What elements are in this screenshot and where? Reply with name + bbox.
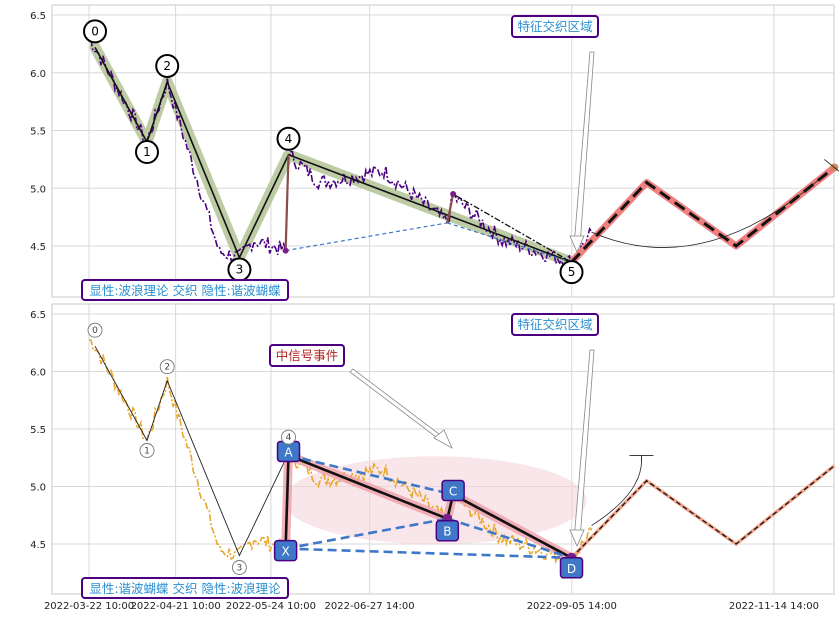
wave-label-text: 0	[92, 326, 98, 336]
harmonic-point-box	[273, 539, 298, 562]
wave-label-text: 0	[91, 24, 99, 38]
top-feature-label: 特征交织区域	[517, 19, 592, 34]
wave-label-text: 4	[286, 433, 292, 443]
wave-label-text: 1	[144, 447, 150, 457]
harmonic-leg	[452, 493, 573, 559]
y-tick-label: 4.5	[30, 242, 46, 253]
wave-label-circle	[155, 53, 180, 78]
harmonic-point-box	[441, 479, 465, 502]
bottom-marks: X A B C D	[273, 440, 836, 579]
wave-label-circle	[83, 19, 108, 44]
harmonic-point-label: X	[281, 545, 289, 559]
harmonic-leg	[284, 455, 290, 549]
harmonic-xa	[284, 154, 290, 251]
top-panel: 4.5 5.0 5.5 6.0 6.5 0 1 2 3 4 5	[30, 4, 839, 298]
wave-line	[94, 345, 289, 557]
wave-label-text: 2	[164, 363, 170, 373]
harmonic-dot	[282, 247, 289, 254]
harmonic-point-box	[435, 519, 460, 542]
signal-event-label: 中信号事件	[276, 348, 339, 363]
wave-label-circle	[559, 260, 584, 285]
harmonic-xb	[285, 222, 448, 252]
wave-label-text: 4	[285, 132, 293, 146]
top-legend-label: 显性:波浪理论 交织 隐性:谐波蝴蝶	[89, 283, 281, 298]
wave-label-circle	[231, 560, 247, 575]
bottom-y-axis: 4.5 5.0 5.5 6.0 6.5	[30, 310, 46, 551]
harmonic-point-label: D	[567, 562, 576, 576]
y-tick-label: 5.0	[30, 184, 46, 195]
projection-line	[571, 465, 835, 559]
top-feature-annotation: 特征交织区域	[511, 15, 599, 253]
x-tick-label: 2022-11-14 14:00	[729, 601, 819, 612]
harmonic-ratio-line	[446, 517, 572, 560]
harmonic-point-label: C	[449, 485, 457, 499]
bottom-legend-box: 显性:谐波蝴蝶 交织 隐性:波浪理论	[81, 577, 289, 599]
wave-label-circle	[281, 429, 296, 445]
wave-label-circle	[139, 443, 155, 458]
bottom-wave-labels: 0 1 2 3 4	[87, 322, 296, 575]
harmonic-dot	[450, 191, 457, 198]
projection-line	[570, 166, 836, 264]
projection-arc	[591, 176, 823, 248]
wave-label-text: 3	[237, 564, 243, 574]
bottom-legend-label: 显性:谐波蝴蝶 交织 隐性:波浪理论	[89, 581, 281, 596]
projection-arc	[591, 457, 642, 526]
top-wave-labels: 0 1 2 3 4 5	[83, 19, 584, 285]
price-line	[88, 39, 593, 270]
top-y-axis: 4.5 5.0 5.5 6.0 6.5	[30, 11, 46, 253]
harmonic-bd	[447, 222, 572, 263]
bottom-feature-annotation: 特征交织区域	[511, 313, 599, 547]
bottom-feature-label: 特征交织区域	[517, 317, 592, 332]
y-tick-label: 6.5	[30, 11, 46, 22]
x-tick-label: 2022-06-27 14:00	[325, 601, 415, 612]
wave-label-text: 3	[236, 263, 244, 277]
wave-line	[94, 46, 572, 263]
bottom-panel: 4.5 5.0 5.5 6.0 6.5 X A B C D 0 1 2 3 4	[30, 303, 836, 595]
wave-label-circle	[159, 359, 175, 375]
wave-label-text: 2	[163, 59, 171, 73]
y-tick-label: 6.5	[30, 310, 46, 321]
harmonic-ratio-line	[285, 547, 572, 560]
harmonic-cd	[452, 193, 572, 263]
wave-label-text: 5	[568, 265, 576, 279]
wave-label-circle	[87, 322, 103, 338]
x-tick-label: 2022-09-05 14:00	[527, 601, 617, 612]
x-tick-label: 2022-05-24 10:00	[226, 601, 316, 612]
x-tick-label: 2022-03-22 10:00	[44, 601, 134, 612]
top-legend-box: 显性:波浪理论 交织 隐性:谐波蝴蝶	[81, 279, 289, 301]
y-tick-label: 5.5	[30, 127, 46, 138]
harmonic-point-box	[559, 557, 584, 579]
wave-label-circle	[276, 126, 301, 151]
signal-event-annotation: 中信号事件	[269, 344, 453, 449]
projection-tick	[824, 159, 839, 172]
x-tick-label: 2022-04-21 10:00	[131, 601, 221, 612]
y-tick-label: 4.5	[30, 540, 46, 551]
y-tick-label: 6.0	[30, 368, 46, 379]
harmonic-bc	[446, 193, 455, 224]
y-tick-label: 6.0	[30, 69, 46, 80]
y-tick-label: 5.5	[30, 425, 46, 436]
y-tick-label: 5.0	[30, 483, 46, 494]
wave-label-text: 1	[143, 145, 151, 159]
harmonic-leg	[288, 454, 448, 520]
wave-label-circle	[134, 140, 159, 165]
harmonic-ratio-line	[288, 454, 454, 496]
harmonic-point-label: A	[284, 445, 293, 459]
top-marks	[94, 46, 839, 265]
harmonic-point-label: B	[443, 525, 451, 539]
